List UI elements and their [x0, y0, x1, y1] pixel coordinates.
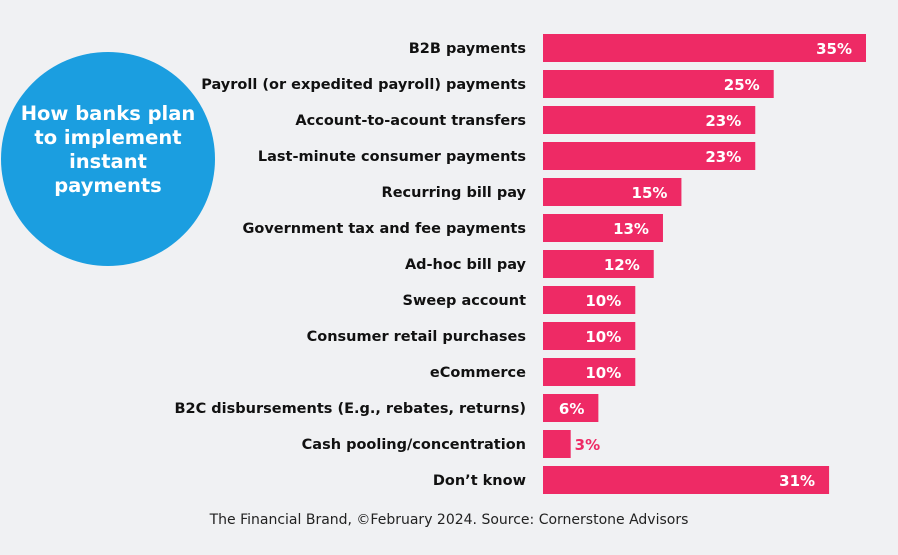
chart-title: How banks plan to implement instant paym…	[20, 102, 196, 197]
bar	[543, 70, 774, 98]
bar	[543, 34, 866, 62]
category-label: Government tax and fee payments	[242, 221, 526, 237]
value-label: 15%	[632, 184, 668, 202]
value-label: 31%	[779, 472, 815, 490]
bar	[543, 466, 830, 494]
bar	[543, 214, 663, 242]
value-label: 25%	[724, 76, 760, 94]
category-label: Don’t know	[433, 473, 526, 489]
value-label: 23%	[705, 148, 741, 166]
category-label: Recurring bill pay	[382, 185, 527, 201]
category-label: Payroll (or expedited payroll) payments	[201, 77, 526, 93]
value-label: 6%	[559, 400, 584, 418]
category-label: Ad-hoc bill pay	[405, 257, 527, 273]
bar	[543, 322, 636, 350]
value-label: 13%	[613, 220, 649, 238]
category-label: Last-minute consumer payments	[258, 149, 526, 165]
value-label: 23%	[705, 112, 741, 130]
bar	[543, 142, 756, 170]
value-label: 35%	[816, 40, 852, 58]
bar	[543, 250, 654, 278]
bar	[543, 430, 571, 458]
bar	[543, 178, 682, 206]
category-label: Consumer retail purchases	[307, 329, 526, 345]
bar	[543, 358, 636, 386]
value-label: 12%	[604, 256, 640, 274]
value-label: 10%	[585, 364, 621, 382]
value-label: 10%	[585, 292, 621, 310]
category-label: B2C disbursements (E.g., rebates, return…	[174, 401, 526, 417]
category-label: Account-to-acount transfers	[295, 113, 526, 129]
category-label: B2B payments	[409, 41, 526, 57]
title-circle: How banks plan to implement instant paym…	[1, 52, 215, 266]
category-label: Sweep account	[403, 293, 527, 309]
bar	[543, 394, 599, 422]
bar	[543, 106, 756, 134]
source-note: The Financial Brand, ©February 2024. Sou…	[209, 512, 689, 528]
value-label: 10%	[585, 328, 621, 346]
bar	[543, 286, 636, 314]
value-label: 3%	[575, 436, 600, 454]
category-label: Cash pooling/concentration	[302, 437, 526, 453]
category-label: eCommerce	[430, 365, 526, 381]
